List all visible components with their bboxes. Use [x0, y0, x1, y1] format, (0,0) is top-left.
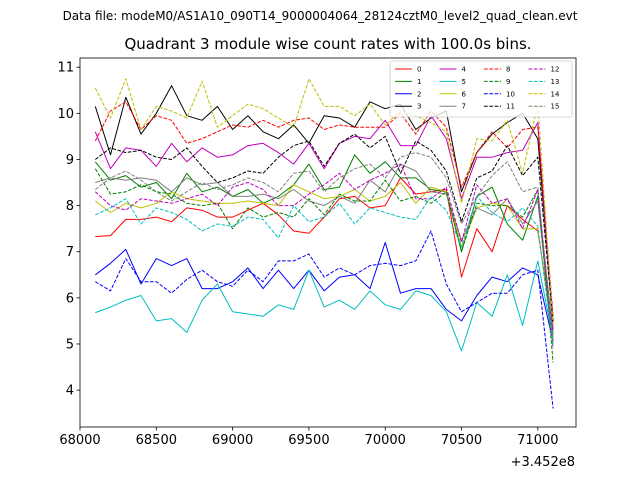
legend-label-4: 4 [462, 66, 467, 74]
y-tick-label: 10 [57, 107, 74, 122]
series-line-11 [94, 133, 554, 324]
x-tick-label: 69000 [212, 433, 253, 448]
series-line-0 [95, 177, 554, 331]
legend-label-1: 1 [417, 78, 421, 86]
legend-label-11: 11 [506, 103, 515, 111]
series-line-9 [94, 168, 554, 363]
chart-suptitle: Data file: modeM0/AS1A10_090T14_90000040… [63, 9, 578, 23]
y-tick-label: 7 [66, 245, 74, 260]
legend-label-14: 14 [551, 90, 560, 98]
legend-label-15: 15 [551, 103, 560, 111]
series-line-12 [94, 163, 554, 349]
y-tick-label: 4 [66, 384, 74, 399]
x-tick-label: 68500 [136, 433, 177, 448]
x-tick-label: 69500 [288, 433, 329, 448]
series-line-8 [94, 101, 554, 317]
legend-label-10: 10 [506, 90, 515, 98]
series-line-10 [95, 230, 554, 409]
series-line-14 [94, 78, 554, 326]
series-lines [94, 78, 554, 409]
y-tick-label: 5 [66, 337, 74, 352]
y-tick-label: 11 [57, 61, 74, 76]
x-tick-label: 70000 [365, 433, 406, 448]
y-tick-label: 8 [66, 199, 74, 214]
legend-label-13: 13 [551, 78, 560, 86]
legend-label-2: 2 [417, 90, 421, 98]
legend-label-7: 7 [462, 103, 466, 111]
series-line-13 [95, 195, 554, 347]
plot-area: 68000 68500 69000 69500 70000 70500 71000 4 5 6 7 8… [57, 57, 577, 448]
legend-label-6: 6 [462, 90, 467, 98]
legend-label-8: 8 [506, 66, 510, 74]
legend-label-3: 3 [417, 103, 421, 111]
legend-label-12: 12 [551, 66, 560, 74]
axes-frame [79, 57, 577, 428]
y-tick-label: 9 [66, 153, 74, 168]
legend-label-0: 0 [417, 66, 421, 74]
x-tick-label: 70500 [441, 433, 482, 448]
legend-label-9: 9 [506, 78, 510, 86]
series-line-2 [94, 242, 554, 342]
series-line-4 [94, 115, 554, 331]
x-tick-label: 68000 [59, 433, 100, 448]
chart-title: Quadrant 3 module wise count rates with … [124, 35, 531, 53]
x-tick-label: 71000 [517, 433, 558, 448]
series-line-7 [95, 163, 554, 345]
y-tick-label: 6 [66, 291, 74, 306]
series-line-15 [94, 152, 554, 340]
legend-label-5: 5 [462, 78, 466, 86]
x-axis-offset-label: +3.452e8 [511, 455, 575, 470]
legend-frame [389, 60, 573, 118]
